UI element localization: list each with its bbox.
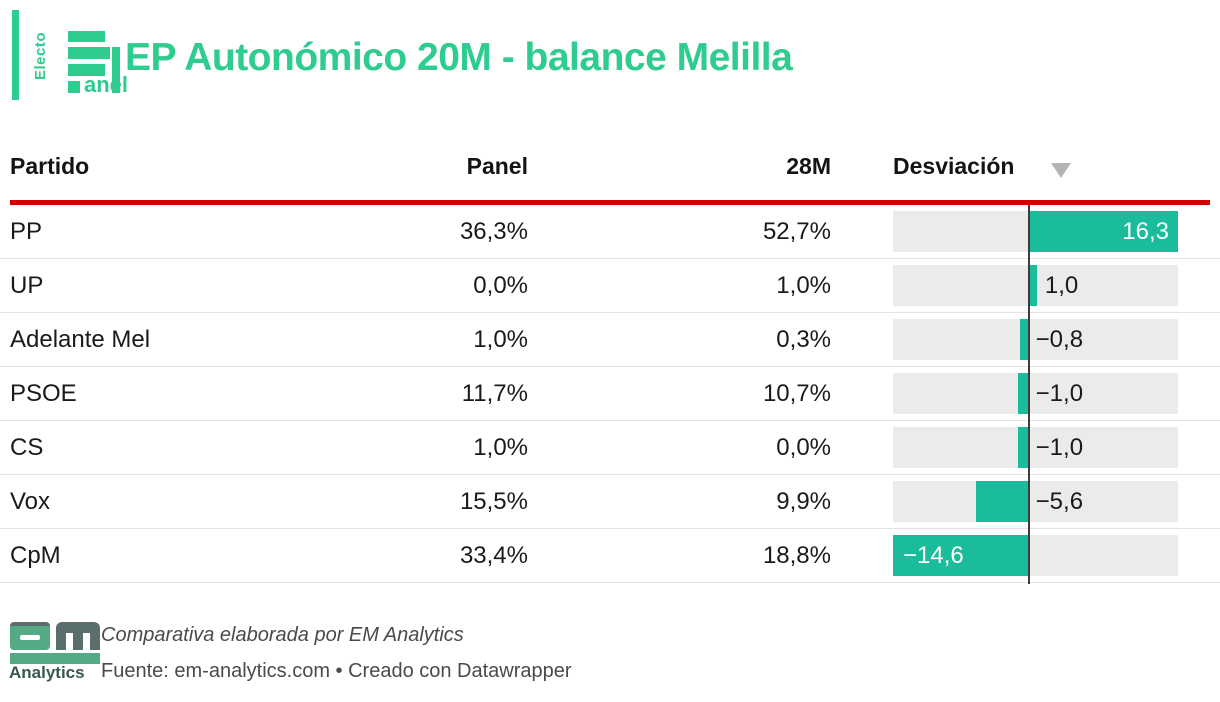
- sort-descending-icon[interactable]: [1051, 163, 1071, 178]
- deviation-value: 1,0: [1044, 272, 1079, 299]
- panel-value: 33,4%: [459, 542, 528, 569]
- 28m-value: 0,3%: [776, 326, 831, 353]
- credit-text: Comparativa elaborada por EM Analytics: [101, 624, 464, 646]
- deviation-bar: [1018, 373, 1028, 414]
- deviation-bar: [1020, 319, 1028, 360]
- panel-value: 36,3%: [459, 218, 528, 245]
- 28m-value: 9,9%: [776, 488, 831, 515]
- column-header-desviacion[interactable]: Desviación: [893, 153, 1015, 179]
- deviation-bar-track: −0,8: [893, 319, 1178, 360]
- em-analytics-logo-e: [10, 622, 50, 650]
- column-header-partido[interactable]: Partido: [10, 153, 90, 179]
- 28m-value: 0,0%: [776, 434, 831, 461]
- deviation-bar-track: −1,0: [893, 427, 1178, 468]
- table-body: PP 36,3% 52,7% 16,3 UP 0,0% 1,0% 1,0 Ade…: [0, 205, 1220, 583]
- column-header-28m[interactable]: 28M: [786, 153, 831, 179]
- panel-value: 1,0%: [473, 434, 528, 461]
- deviation-bar-track: −1,0: [893, 373, 1178, 414]
- em-analytics-logo-label: Analytics: [9, 663, 85, 682]
- electopanel-logo-suffix-text: anel: [84, 72, 129, 97]
- logo-accent-bar: [12, 10, 19, 100]
- em-analytics-logo-m-top: [56, 622, 100, 633]
- deviation-value: −14,6: [903, 542, 964, 569]
- deviation-bar: [1027, 265, 1037, 306]
- logo-bar-chart-icon: [112, 47, 120, 93]
- table-row: Vox 15,5% 9,9% −5,6: [0, 475, 1220, 529]
- party-name: Vox: [10, 488, 51, 515]
- table-row: PSOE 11,7% 10,7% −1,0: [0, 367, 1220, 421]
- zero-axis-line: [1028, 205, 1030, 584]
- party-name: Adelante Mel: [10, 326, 151, 353]
- deviation-bar-track: −5,6: [893, 481, 1178, 522]
- 28m-value: 1,0%: [776, 272, 831, 299]
- logo-bar-chart-icon: [68, 47, 110, 59]
- table-row: CpM 33,4% 18,8% −14,6: [0, 529, 1220, 583]
- em-analytics-logo-m-leg: [73, 631, 83, 650]
- deviation-bar-track: 1,0: [893, 265, 1178, 306]
- deviation-bar-track: −14,6: [893, 535, 1178, 576]
- em-analytics-logo-m-leg: [56, 631, 66, 650]
- deviation-value: −1,0: [1035, 434, 1084, 461]
- em-analytics-logo-m-leg: [90, 631, 100, 650]
- 28m-value: 18,8%: [762, 542, 831, 569]
- deviation-bar-track: 16,3: [893, 211, 1178, 252]
- column-header-panel[interactable]: Panel: [466, 153, 528, 179]
- source-text: Fuente: em-analytics.com • Creado con Da…: [101, 660, 572, 682]
- 28m-value: 10,7%: [762, 380, 831, 407]
- 28m-value: 52,7%: [762, 218, 831, 245]
- party-name: PSOE: [10, 380, 77, 407]
- deviation-bar: [1018, 427, 1028, 468]
- deviation-bar: [893, 535, 1028, 576]
- table-row: PP 36,3% 52,7% 16,3: [0, 205, 1220, 259]
- panel-value: 0,0%: [473, 272, 528, 299]
- panel-value: 1,0%: [473, 326, 528, 353]
- table-row: Adelante Mel 1,0% 0,3% −0,8: [0, 313, 1220, 367]
- deviation-bar: [976, 481, 1028, 522]
- party-name: CpM: [10, 542, 61, 569]
- header-rule: [10, 200, 1210, 205]
- table-row: CS 1,0% 0,0% −1,0: [0, 421, 1220, 475]
- party-name: UP: [10, 272, 44, 299]
- page-title: EP Autonómico 20M - balance Melilla: [125, 36, 793, 79]
- logo-bar-chart-icon: [68, 31, 105, 42]
- em-analytics-logo-m: [56, 622, 100, 650]
- panel-value: 11,7%: [461, 380, 528, 407]
- deviation-bar: [1027, 211, 1178, 252]
- panel-value: 15,5%: [459, 488, 528, 515]
- logo-bar-chart-icon: [68, 81, 80, 93]
- deviation-value: −0,8: [1035, 326, 1084, 353]
- party-name: PP: [10, 218, 43, 245]
- deviation-value: 16,3: [1122, 218, 1169, 245]
- em-analytics-logo-underline: [10, 653, 100, 664]
- deviation-value: −5,6: [1035, 488, 1084, 515]
- deviation-value: −1,0: [1035, 380, 1084, 407]
- em-analytics-logo-e-dash: [20, 635, 40, 640]
- party-name: CS: [10, 434, 44, 461]
- table-row: UP 0,0% 1,0% 1,0: [0, 259, 1220, 313]
- logo-bar-chart-icon: [68, 64, 105, 76]
- electopanel-logo-vertical-text: Electo: [32, 32, 49, 81]
